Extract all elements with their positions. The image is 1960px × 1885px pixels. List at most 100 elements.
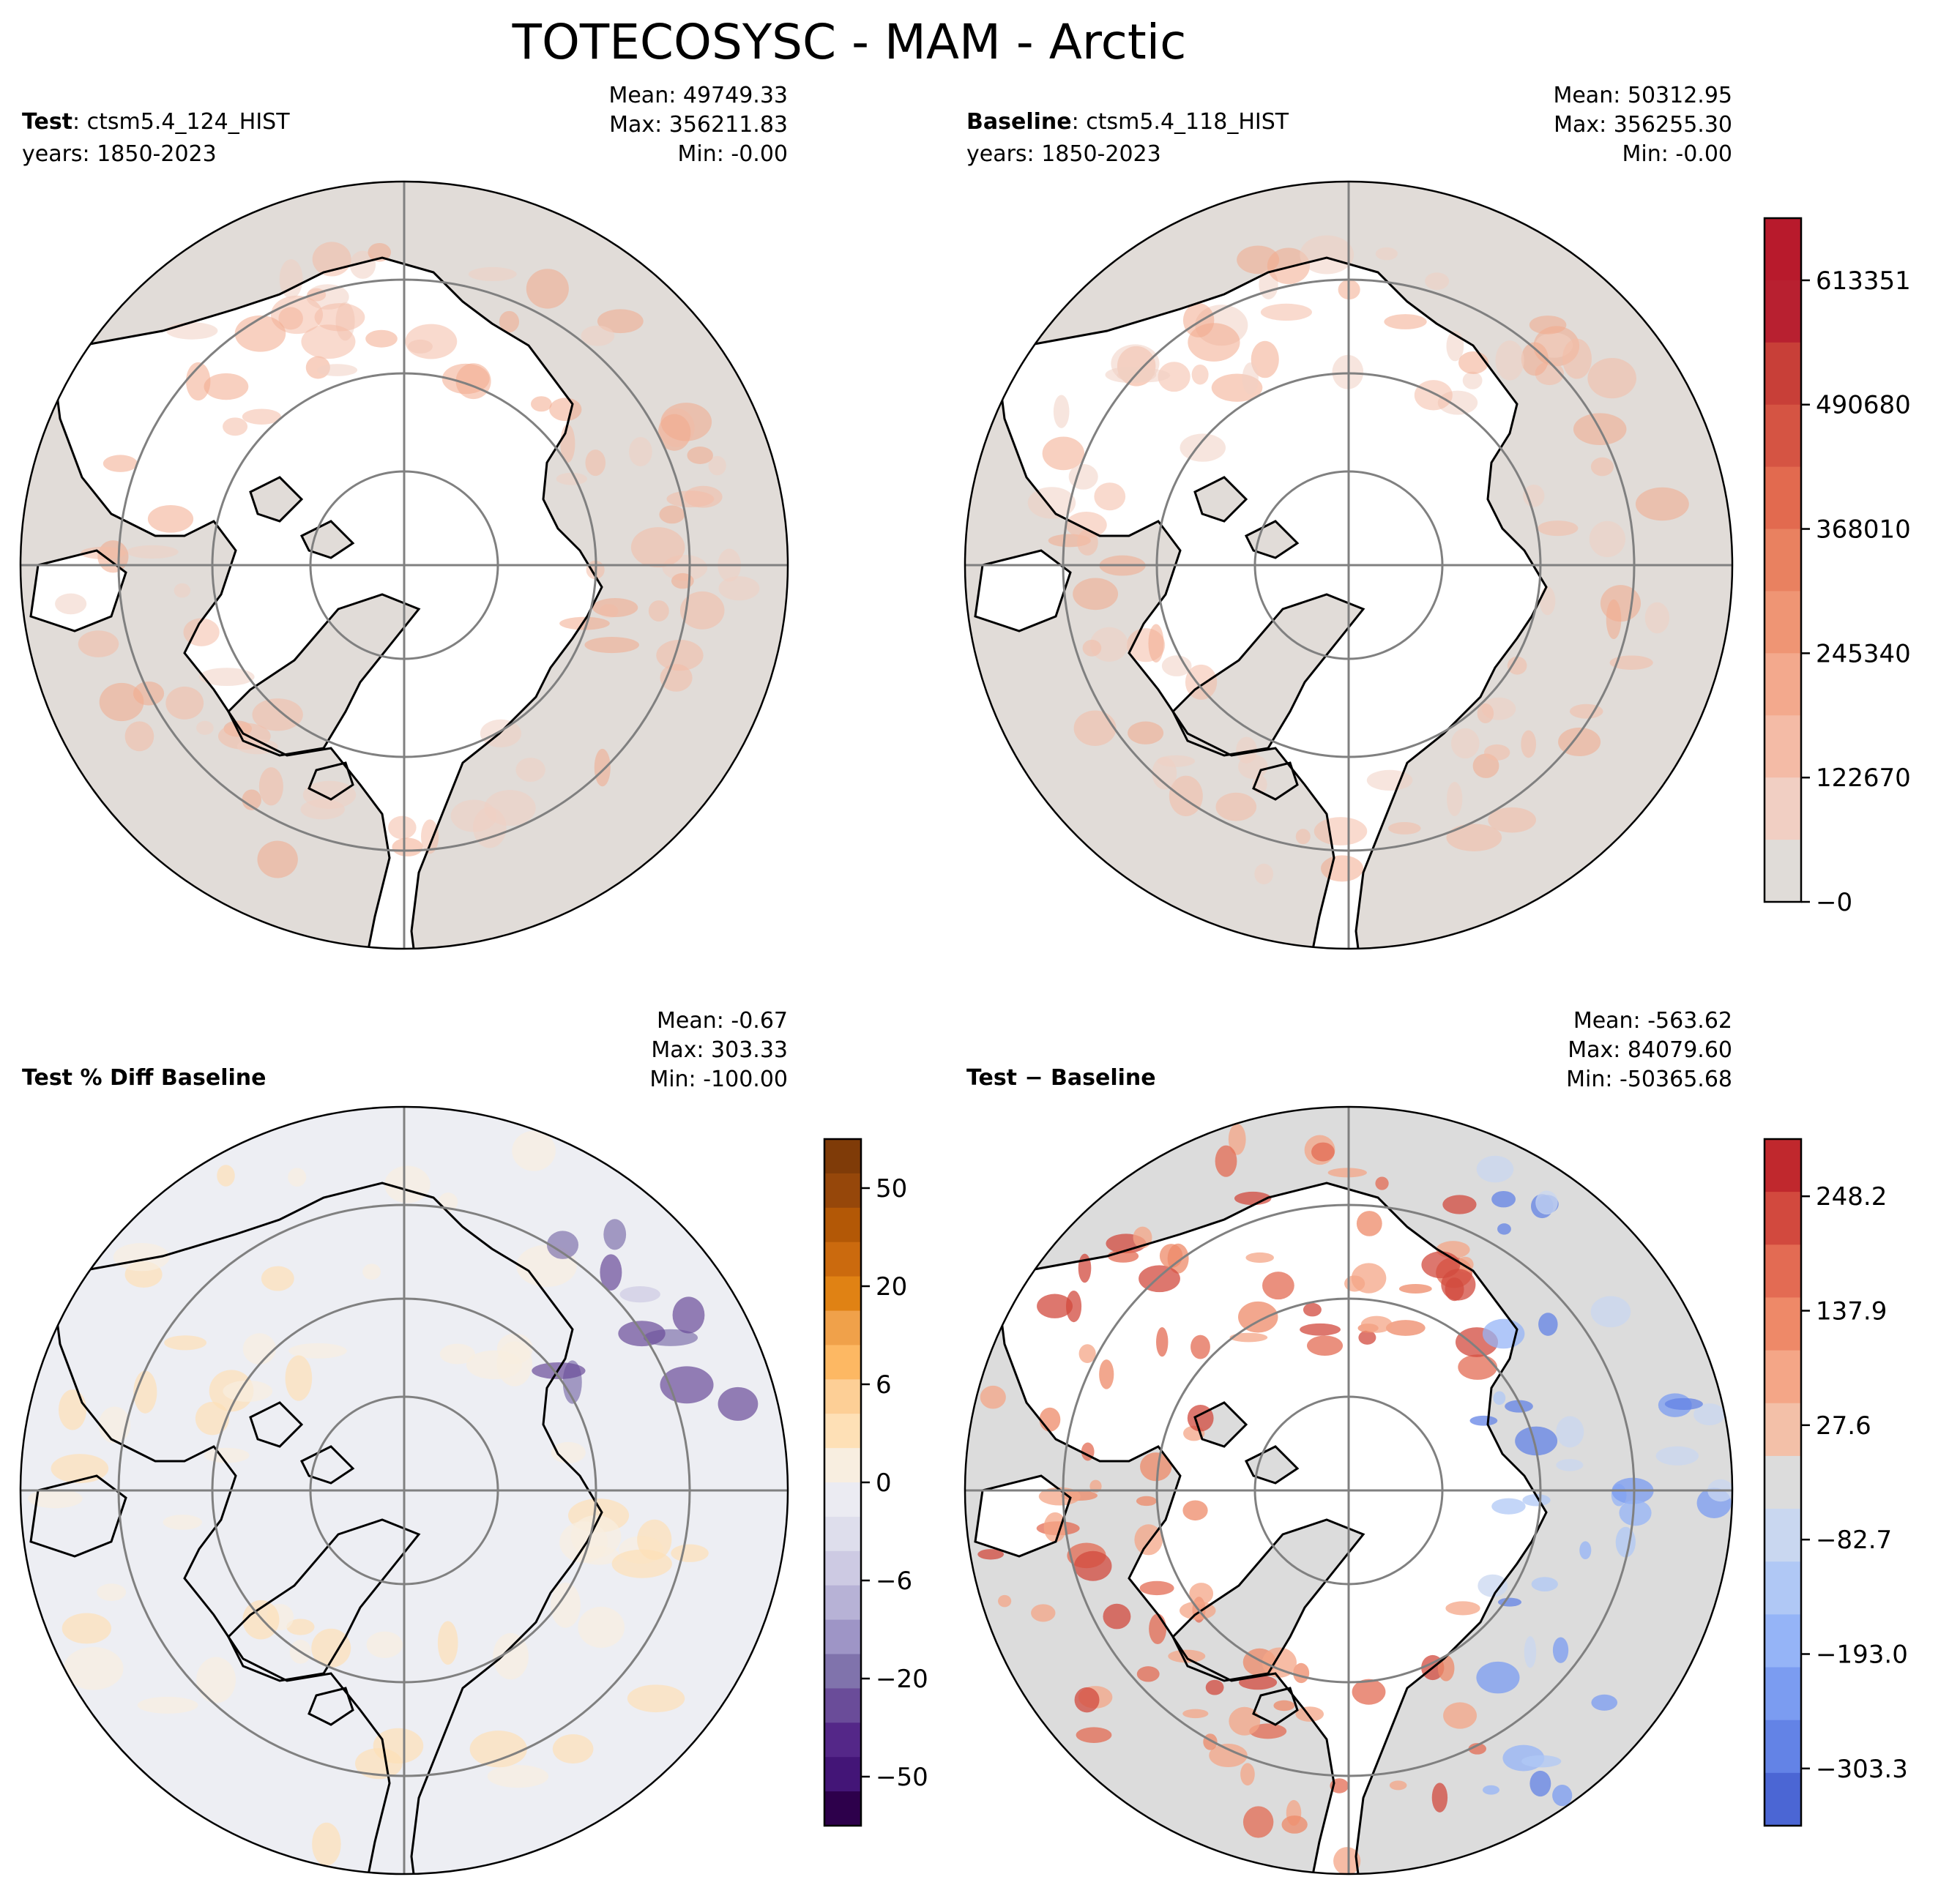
colorbar-segment <box>1765 1403 1801 1457</box>
panel-diff-mean: Mean: -563.62 <box>1573 1008 1732 1034</box>
field-cell <box>1229 1332 1268 1343</box>
field-cell <box>1136 1496 1157 1507</box>
field-cell <box>258 767 283 806</box>
landmass-greenland <box>1173 1520 1363 1681</box>
field-cell <box>1103 1603 1131 1630</box>
field-cell <box>1483 744 1510 761</box>
panel-test-max: Max: 356211.83 <box>609 112 788 138</box>
panel-baseline-max: Max: 356255.30 <box>1554 112 1732 138</box>
colorbar-segment <box>1765 1192 1801 1245</box>
field-cell <box>1493 1391 1506 1406</box>
field-cell <box>55 593 87 615</box>
colorbar-segment <box>1765 404 1801 468</box>
field-cell <box>1182 1500 1208 1521</box>
field-cell <box>1458 1354 1498 1380</box>
field-cell <box>1552 1785 1573 1807</box>
field-cell <box>1387 822 1421 835</box>
field-cell <box>1209 1744 1248 1768</box>
field-cell <box>1245 1252 1274 1263</box>
field-cell <box>1476 1661 1520 1694</box>
field-cell <box>998 1594 1012 1608</box>
field-cell <box>592 597 638 617</box>
colorbar-tick-label: 490680 <box>1816 391 1911 420</box>
field-cell <box>1156 1326 1169 1357</box>
field-cell <box>1139 1580 1174 1596</box>
field-cell <box>1425 272 1450 291</box>
field-cell <box>679 591 725 630</box>
colorbar-segment <box>1765 466 1801 530</box>
field-cell <box>261 1266 294 1291</box>
colorbar-segment <box>824 1414 861 1449</box>
field-cell <box>1242 1806 1274 1838</box>
field-cell <box>666 490 715 508</box>
field-cell <box>147 504 194 533</box>
field-cell <box>1522 1493 1551 1507</box>
field-cell <box>530 396 552 412</box>
field-cell <box>1300 1323 1341 1336</box>
field-cell <box>1039 1407 1061 1432</box>
field-cell <box>1482 1785 1500 1795</box>
colorbar-segment <box>824 1345 861 1380</box>
field-cell <box>1488 807 1536 833</box>
colorbar-segment <box>1765 1244 1801 1299</box>
field-cell <box>126 545 179 559</box>
field-cell <box>1189 1583 1214 1605</box>
colorbar-tick-label: −6 <box>876 1567 912 1596</box>
field-cell <box>1303 1302 1322 1317</box>
field-cell <box>1447 781 1463 816</box>
field-cell <box>1558 727 1601 757</box>
field-cell <box>1606 599 1622 640</box>
colorbar-segment <box>824 1310 861 1345</box>
field-cell <box>559 616 610 630</box>
field-cell <box>660 1366 714 1404</box>
colorbar-tick-label: 122670 <box>1816 764 1911 793</box>
field-cell <box>1398 1283 1432 1294</box>
field-cell <box>174 583 191 598</box>
field-cell <box>1358 1330 1376 1345</box>
field-cell <box>242 1333 276 1365</box>
coastline-hudson <box>29 549 127 632</box>
colorbar-segment <box>1765 529 1801 592</box>
field-cell <box>1609 655 1653 670</box>
coastline-eurasia <box>965 1107 1732 1874</box>
colorbar-segment <box>1765 1772 1801 1826</box>
colorbar-segment <box>824 1516 861 1552</box>
field-cell <box>1497 1223 1511 1235</box>
hudson-bay <box>31 550 126 631</box>
coastline-islands1 <box>249 1401 304 1448</box>
field-cell <box>1158 362 1190 392</box>
panel-pct-diff-max: Max: 303.33 <box>651 1037 788 1063</box>
coastline-hudson <box>974 549 1072 632</box>
field-cell <box>1180 433 1226 462</box>
colorbar-tick-label: −50 <box>876 1763 928 1792</box>
field-cell <box>1529 1770 1551 1797</box>
map-boundary-pct-diff <box>19 1105 789 1875</box>
colorbar-segment <box>824 1722 861 1758</box>
colorbar-segment <box>1765 1614 1801 1668</box>
field-cell <box>570 1515 622 1558</box>
field-cell <box>1161 655 1192 676</box>
coastline-americaW <box>965 329 1335 949</box>
heat-test <box>55 242 760 878</box>
field-cell <box>165 322 218 340</box>
field-cell <box>1148 624 1164 663</box>
field-cell <box>487 1765 549 1788</box>
colorbar-segment <box>824 1619 861 1655</box>
panel-pct-diff-label: Test % Diff Baseline <box>22 1065 267 1091</box>
colorbar-segment <box>1765 1561 1801 1615</box>
field-cell <box>718 576 760 601</box>
field-cell <box>1267 247 1311 285</box>
field-cell <box>362 1263 381 1280</box>
coastlines-diff <box>965 1107 1732 1874</box>
field-cell <box>1182 303 1215 337</box>
coastline-hudson <box>974 1474 1072 1558</box>
field-cell <box>630 527 685 568</box>
field-cell <box>204 1447 250 1463</box>
field-cell <box>1356 1211 1382 1236</box>
coastline-eurasia <box>21 1107 788 1874</box>
field-cell <box>252 698 303 731</box>
field-cell <box>1260 303 1312 321</box>
field-cell <box>288 1168 307 1187</box>
coastline-eurasia <box>21 182 788 949</box>
colorbar-tick-label: 137.9 <box>1816 1297 1887 1326</box>
